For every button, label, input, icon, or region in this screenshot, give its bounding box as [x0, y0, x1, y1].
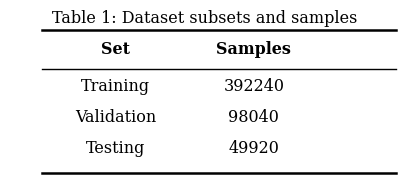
Text: 98040: 98040 [228, 109, 279, 126]
Text: Table 1: Dataset subsets and samples: Table 1: Dataset subsets and samples [52, 10, 357, 27]
Text: Samples: Samples [216, 41, 290, 58]
Text: Set: Set [101, 41, 130, 58]
Text: Testing: Testing [85, 140, 145, 157]
Text: Training: Training [81, 78, 150, 95]
Text: Validation: Validation [74, 109, 156, 126]
Text: 392240: 392240 [223, 78, 284, 95]
Text: 49920: 49920 [228, 140, 279, 157]
